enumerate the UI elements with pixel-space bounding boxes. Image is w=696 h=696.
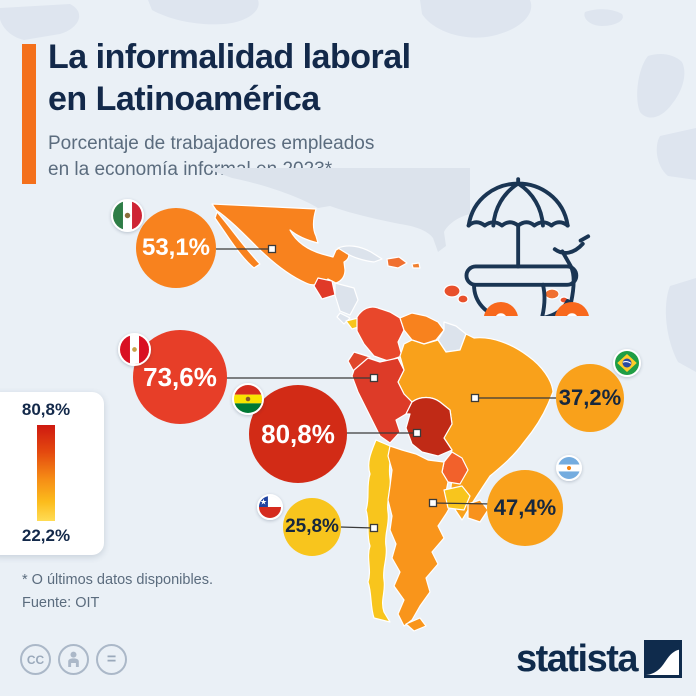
map-peru bbox=[351, 357, 413, 444]
map-hispaniola bbox=[386, 256, 408, 269]
map-antilles-island bbox=[457, 294, 469, 304]
mexico-flag-icon bbox=[111, 199, 144, 232]
map-tierra-del-fuego bbox=[405, 617, 427, 632]
subtitle-line-1: Porcentaje de trabajadores empleados bbox=[48, 133, 375, 154]
map-antilles-island bbox=[443, 284, 461, 298]
map-baja-california bbox=[214, 211, 261, 269]
map-bolivia bbox=[405, 396, 453, 457]
bubble-mexico-value: 53,1% bbox=[141, 234, 211, 261]
map-guatemala bbox=[313, 277, 336, 300]
license-badges[interactable]: CC = bbox=[20, 644, 127, 675]
leader-lines bbox=[216, 248, 557, 529]
map-uruguay bbox=[467, 499, 489, 523]
map-chile bbox=[365, 439, 392, 623]
title-line-2: en Latinoamérica bbox=[48, 80, 320, 118]
statista-logo-text[interactable]: statista bbox=[515, 638, 639, 680]
map-cuba bbox=[337, 245, 383, 263]
map-argentina bbox=[387, 445, 455, 627]
map-north-america bbox=[205, 168, 470, 252]
legend-gradient-bar bbox=[37, 425, 55, 521]
footnote-source: Fuente: OIT bbox=[22, 595, 100, 611]
attribution-person-icon[interactable] bbox=[58, 644, 89, 675]
bubble-argentina: 47,4% bbox=[487, 470, 563, 546]
title-accent-bar bbox=[22, 44, 36, 184]
footnote-asterisk: * O últimos datos disponibles. bbox=[22, 572, 214, 588]
leader-markers bbox=[267, 244, 480, 533]
bubble-brazil-value: 37,2% bbox=[558, 385, 622, 410]
page-title: La informalidad laboral en Latinoamérica bbox=[48, 36, 411, 120]
bubble-bolivia-value: 80,8% bbox=[261, 418, 335, 449]
street-food-cart-icon bbox=[464, 177, 591, 316]
bubble-chile-value: 25,8% bbox=[285, 516, 339, 537]
bolivia-flag-icon bbox=[232, 383, 264, 415]
brazil-flag-icon bbox=[613, 349, 641, 377]
title-line-1: La informalidad laboral bbox=[48, 38, 411, 76]
chile-flag-icon bbox=[257, 494, 283, 520]
peru-flag-icon bbox=[118, 333, 151, 366]
legend-min-label: 22,2% bbox=[21, 526, 71, 545]
map-honduras-nicaragua bbox=[334, 282, 359, 316]
map-mexico bbox=[211, 203, 350, 286]
bubble-mexico: 53,1% bbox=[136, 208, 216, 288]
cc-icon[interactable]: CC bbox=[20, 644, 51, 675]
equals-icon[interactable]: = bbox=[96, 644, 127, 675]
bubble-peru-value: 73,6% bbox=[143, 361, 217, 392]
footnote: * O últimos datos disponibles. Fuente: O… bbox=[22, 569, 213, 615]
legend-max-label: 80,8% bbox=[21, 400, 71, 419]
bubble-chile: 25,8% bbox=[283, 498, 341, 556]
bubble-argentina-value: 47,4% bbox=[493, 495, 557, 520]
map-venezuela bbox=[399, 312, 445, 345]
statista-swoosh-icon bbox=[644, 640, 682, 678]
map-colombia bbox=[356, 306, 405, 362]
statista-logo[interactable]: statista bbox=[516, 640, 682, 678]
bubble-bolivia: 80,8% bbox=[249, 385, 347, 483]
color-scale-legend: 80,8% 22,2% bbox=[0, 392, 104, 555]
argentina-flag-icon bbox=[556, 455, 582, 481]
bubble-brazil: 37,2% bbox=[556, 364, 624, 432]
map-puerto-rico bbox=[411, 262, 421, 269]
